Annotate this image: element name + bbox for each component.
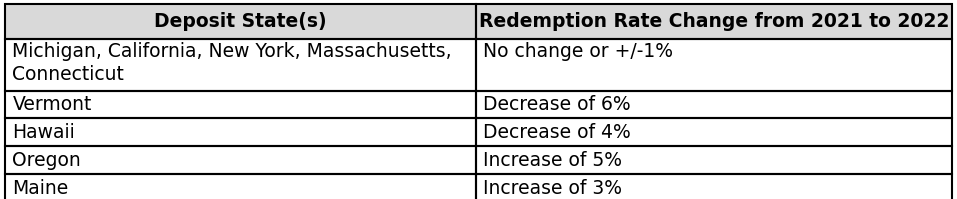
Bar — [476, 146, 952, 174]
Text: Michigan, California, New York, Massachusetts,
Connecticut: Michigan, California, New York, Massachu… — [12, 42, 452, 84]
Bar — [476, 39, 952, 91]
Text: No change or +/-1%: No change or +/-1% — [483, 42, 674, 61]
Bar — [476, 146, 952, 174]
Bar — [476, 4, 952, 39]
Bar — [5, 174, 476, 199]
Bar — [476, 174, 952, 199]
Bar — [5, 39, 476, 91]
Text: Vermont: Vermont — [12, 95, 92, 114]
Text: Increase of 3%: Increase of 3% — [483, 179, 622, 198]
Bar — [5, 118, 476, 146]
Bar — [5, 91, 476, 118]
Text: Hawaii: Hawaii — [12, 123, 76, 142]
Text: Maine: Maine — [12, 179, 69, 198]
Bar — [5, 4, 476, 39]
Bar — [5, 146, 476, 174]
Text: Decrease of 4%: Decrease of 4% — [483, 123, 631, 142]
Text: Decrease of 6%: Decrease of 6% — [483, 95, 631, 114]
Bar — [5, 91, 476, 118]
Bar — [5, 39, 476, 91]
Bar — [476, 91, 952, 118]
Bar — [5, 118, 476, 146]
Bar — [476, 118, 952, 146]
Bar — [5, 4, 476, 39]
Bar — [476, 174, 952, 199]
Bar — [476, 39, 952, 91]
Bar — [5, 174, 476, 199]
Text: Increase of 5%: Increase of 5% — [483, 151, 622, 170]
Text: Deposit State(s): Deposit State(s) — [154, 12, 326, 31]
Bar — [476, 91, 952, 118]
Bar — [476, 118, 952, 146]
Bar — [5, 146, 476, 174]
Text: Oregon: Oregon — [12, 151, 81, 170]
Text: Redemption Rate Change from 2021 to 2022: Redemption Rate Change from 2021 to 2022 — [478, 12, 949, 31]
Bar — [476, 4, 952, 39]
